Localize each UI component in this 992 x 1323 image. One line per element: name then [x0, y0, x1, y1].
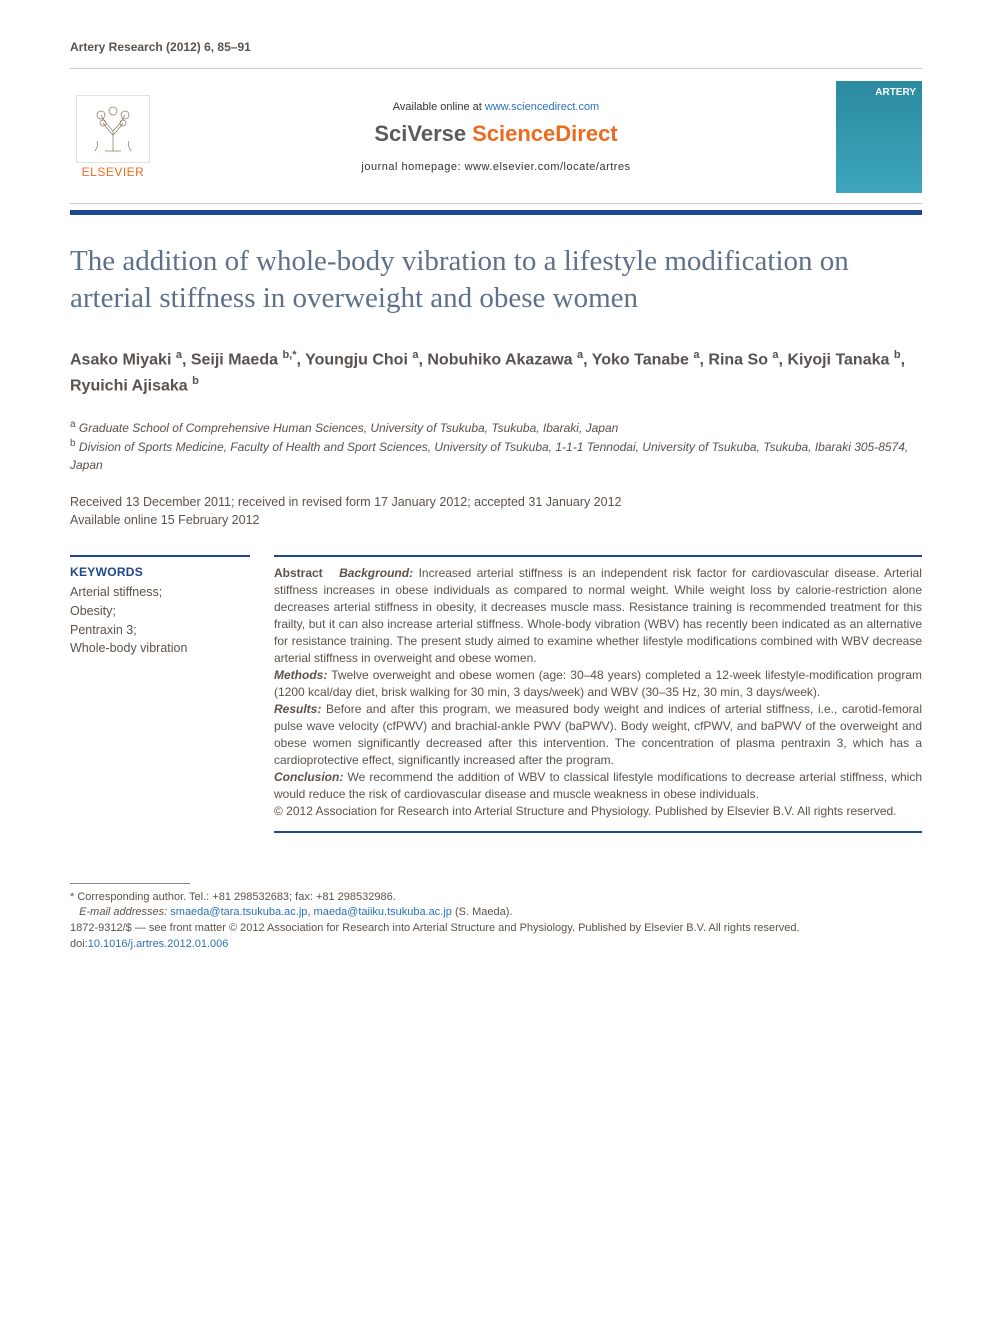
publisher-logo: ELSEVIER [70, 95, 156, 179]
sciverse-logo: SciVerse ScienceDirect [374, 121, 617, 147]
corresponding-author: * Corresponding author. Tel.: +81 298532… [70, 890, 922, 906]
doi-link[interactable]: 10.1016/j.artres.2012.01.006 [88, 938, 229, 950]
article-title: The addition of whole-body vibration to … [70, 243, 922, 317]
footnotes: * Corresponding author. Tel.: +81 298532… [70, 890, 922, 954]
header-center: Available online at www.sciencedirect.co… [156, 101, 836, 173]
elsevier-text: ELSEVIER [82, 165, 145, 179]
available-online: Available online at www.sciencedirect.co… [174, 101, 818, 113]
affiliation-a: a Graduate School of Comprehensive Human… [70, 418, 922, 437]
dates-line2: Available online 15 February 2012 [70, 512, 922, 530]
abstract: Abstract Background: Increased arterial … [274, 555, 922, 832]
email-link-1[interactable]: smaeda@tara.tsukuba.ac.jp [170, 906, 307, 918]
issn-line: 1872-9312/$ — see front matter © 2012 As… [70, 921, 922, 937]
results-label: Results: [274, 702, 321, 716]
keywords-box: KEYWORDS Arterial stiffness;Obesity;Pent… [70, 555, 250, 832]
content-row: KEYWORDS Arterial stiffness;Obesity;Pent… [70, 555, 922, 832]
keywords-heading: KEYWORDS [70, 565, 250, 579]
available-text: Available online at [393, 101, 485, 113]
affiliation-b: b Division of Sports Medicine, Faculty o… [70, 437, 922, 474]
abstract-label: Abstract [274, 566, 323, 580]
email-link-2[interactable]: maeda@taiiku.tsukuba.ac.jp [314, 906, 452, 918]
conclusion-label: Conclusion: [274, 770, 343, 784]
conclusion-text: We recommend the addition of WBV to clas… [274, 770, 922, 801]
results-text: Before and after this program, we measur… [274, 702, 922, 767]
sciverse-right: ScienceDirect [472, 121, 618, 147]
elsevier-tree-icon [76, 95, 150, 163]
cover-journal-name: ARTERY [875, 87, 916, 98]
methods-label: Methods: [274, 668, 327, 682]
journal-homepage: journal homepage: www.elsevier.com/locat… [174, 161, 818, 173]
sciencedirect-link[interactable]: www.sciencedirect.com [485, 101, 599, 113]
footnote-rule [70, 883, 190, 884]
authors: Asako Miyaki a, Seiji Maeda b,*, Youngju… [70, 347, 922, 398]
abstract-copyright: © 2012 Association for Research into Art… [274, 804, 897, 818]
email-label: E-mail addresses: [79, 906, 167, 918]
journal-header: ELSEVIER Available online at www.science… [70, 68, 922, 204]
methods-text: Twelve overweight and obese women (age: … [274, 668, 922, 699]
doi-label: doi: [70, 938, 88, 950]
keywords-list: Arterial stiffness;Obesity;Pentraxin 3;W… [70, 583, 250, 658]
email-line: E-mail addresses: smaeda@tara.tsukuba.ac… [70, 905, 922, 921]
doi-line: doi:10.1016/j.artres.2012.01.006 [70, 937, 922, 953]
citation: Artery Research (2012) 6, 85–91 [70, 40, 922, 54]
article-dates: Received 13 December 2011; received in r… [70, 494, 922, 529]
affiliations: a Graduate School of Comprehensive Human… [70, 418, 922, 474]
dates-line1: Received 13 December 2011; received in r… [70, 494, 922, 512]
header-rule [70, 210, 922, 215]
background-text: Increased arterial stiffness is an indep… [274, 566, 922, 665]
journal-cover: ARTERY [836, 81, 922, 193]
background-label: Background: [339, 566, 413, 580]
email-name: (S. Maeda). [455, 906, 512, 918]
sciverse-left: SciVerse [374, 121, 466, 147]
